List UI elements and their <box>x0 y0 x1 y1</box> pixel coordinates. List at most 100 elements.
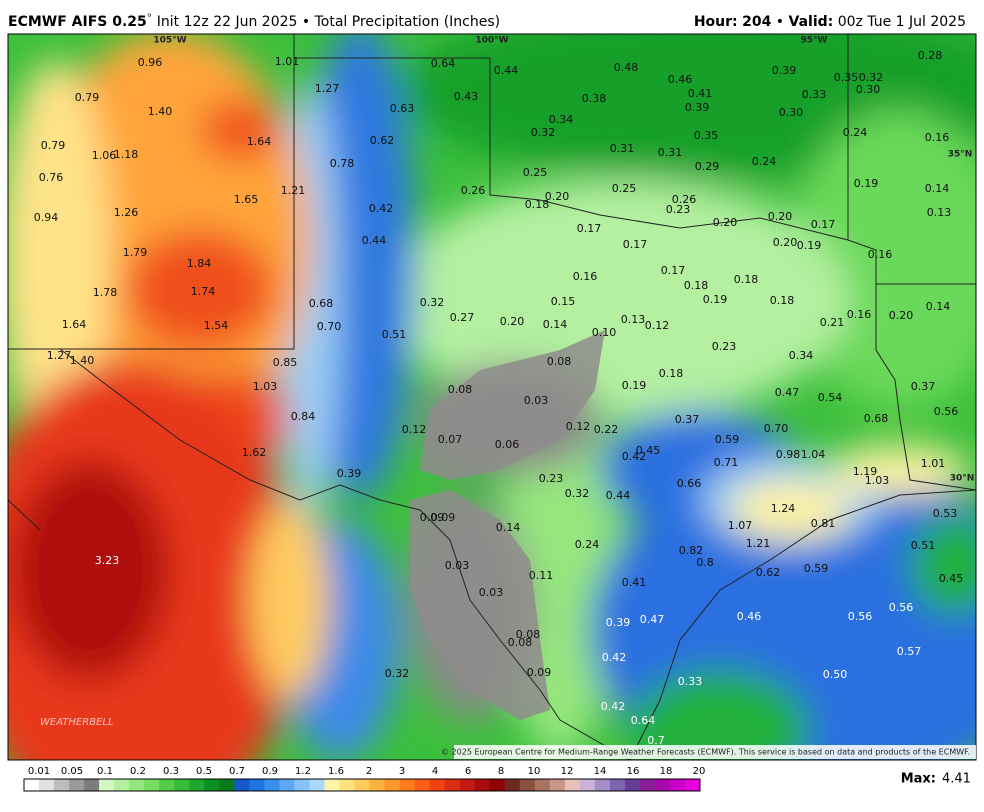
precip-label: 0.03 <box>524 394 549 407</box>
precip-label: 0.18 <box>525 198 550 211</box>
map-frame <box>7 33 977 761</box>
precip-label: 0.17 <box>623 238 648 251</box>
precip-label: 0.20 <box>545 190 570 203</box>
precip-label: 0.34 <box>549 113 574 126</box>
graticule-label: 100°W <box>475 36 508 46</box>
precip-label: 0.7 <box>647 734 665 747</box>
precip-label: 0.56 <box>848 610 873 623</box>
colorbar-swatch <box>384 779 400 791</box>
precip-label: 1.40 <box>148 105 173 118</box>
graticule-label: 30°N <box>950 474 975 484</box>
precip-label: 0.41 <box>622 576 647 589</box>
precip-label: 0.17 <box>577 222 602 235</box>
precip-label: 0.85 <box>273 356 298 369</box>
precip-label: 0.12 <box>402 423 427 436</box>
model: ECMWF AIFS 0.25 <box>8 14 147 30</box>
precip-label: 0.09 <box>527 666 552 679</box>
precip-label: 0.42 <box>602 651 627 664</box>
max-value: 4.41 <box>942 772 971 787</box>
precip-label: 0.25 <box>523 166 548 179</box>
precip-label: 0.37 <box>911 380 936 393</box>
precip-label: 0.18 <box>659 367 684 380</box>
borders <box>8 34 976 760</box>
colorbar-swatch <box>474 779 490 791</box>
colorbar-label: 18 <box>660 766 673 777</box>
precip-label: 1.19 <box>853 465 878 478</box>
colorbar-swatch <box>54 779 70 791</box>
colorbar-label: 3 <box>399 766 405 777</box>
precip-label: 0.03 <box>479 586 504 599</box>
precip-label: 1.27 <box>315 82 340 95</box>
model-title: ECMWF AIFS 0.25° Init 12z 22 Jun 2025 • T… <box>8 13 500 30</box>
colorbar-label: 0.05 <box>61 766 83 777</box>
precip-label: 0.17 <box>811 218 836 231</box>
colorbar-label: 1.2 <box>295 766 311 777</box>
precip-label: 1.74 <box>191 285 216 298</box>
precip-label: 0.20 <box>713 216 738 229</box>
precip-label: 0.10 <box>592 326 617 339</box>
precip-label: 1.01 <box>275 55 300 68</box>
credit-bg <box>454 745 976 759</box>
precip-label: 0.18 <box>684 279 709 292</box>
precip-label: 1.03 <box>253 380 278 393</box>
precip-label: 0.30 <box>779 106 804 119</box>
colorbar-swatch <box>84 779 100 791</box>
precip-label: 0.35 <box>694 129 719 142</box>
precip-label: 0.79 <box>75 91 100 104</box>
precip-label: 0.39 <box>772 64 797 77</box>
precip-label: 0.56 <box>934 405 959 418</box>
colorbar-swatch <box>654 779 671 791</box>
precip-label: 0.09 <box>431 511 456 524</box>
colorbar-swatch <box>519 779 536 791</box>
precip-label: 0.51 <box>382 328 407 341</box>
precip-label: 1.01 <box>921 457 946 470</box>
precip-label: 0.08 <box>508 636 533 649</box>
precip-label: 0.33 <box>802 88 827 101</box>
colorbar-swatch <box>369 779 385 791</box>
precip-label: 0.35 <box>834 71 859 84</box>
precip-label: 0.76 <box>39 171 64 184</box>
precip-label: 3.23 <box>95 554 120 567</box>
colorbar-label: 0.3 <box>163 766 179 777</box>
precip-label: 0.68 <box>309 297 334 310</box>
precip-label: 0.66 <box>677 477 702 490</box>
precip-label: 0.27 <box>450 311 475 324</box>
precip-label: 0.24 <box>843 126 868 139</box>
precip-label: 1.06 <box>92 149 117 162</box>
colorbar-label: 2 <box>366 766 372 777</box>
precip-label: 0.79 <box>41 139 66 152</box>
precip-label: 0.12 <box>645 319 670 332</box>
precip-label: 0.16 <box>868 248 893 261</box>
colorbar-swatch <box>414 779 430 791</box>
precip-label: 1.78 <box>93 286 118 299</box>
precip-label: 0.32 <box>859 71 884 84</box>
colorbar-label: 1.6 <box>328 766 344 777</box>
precip-label: 0.46 <box>737 610 762 623</box>
colorbar-swatch <box>429 779 445 791</box>
precip-label: 0.46 <box>668 73 693 86</box>
colorbar-swatch <box>219 779 235 791</box>
colorbar-swatch <box>24 779 40 791</box>
colorbar-swatch <box>234 779 250 791</box>
precip-label: 0.44 <box>494 64 519 77</box>
precip-label: 0.08 <box>516 628 541 641</box>
precip-label: 0.62 <box>370 134 395 147</box>
precip-label: 0.82 <box>679 544 704 557</box>
precip-label: 0.32 <box>531 126 556 139</box>
precip-label: 0.45 <box>636 444 661 457</box>
precip-label: 0.94 <box>34 211 59 224</box>
precip-label: 0.20 <box>889 309 914 322</box>
graticule-label: 35°N <box>948 150 973 160</box>
precip-label: 0.70 <box>764 422 789 435</box>
precip-label: 0.17 <box>661 264 686 277</box>
colorbar-swatch <box>309 779 325 791</box>
colorbar-swatch <box>279 779 295 791</box>
precip-label: 0.42 <box>622 450 647 463</box>
precip-label: 0.20 <box>773 236 798 249</box>
precip-label: 0.20 <box>768 210 793 223</box>
precip-label: 1.07 <box>728 519 753 532</box>
precip-label: 0.34 <box>789 349 814 362</box>
map-labels: 105°W 100°W 95°W 35°N 30°N 0.96 1.01 0.64 0.44 0.… <box>34 36 975 748</box>
precip-label: 0.81 <box>811 517 836 530</box>
